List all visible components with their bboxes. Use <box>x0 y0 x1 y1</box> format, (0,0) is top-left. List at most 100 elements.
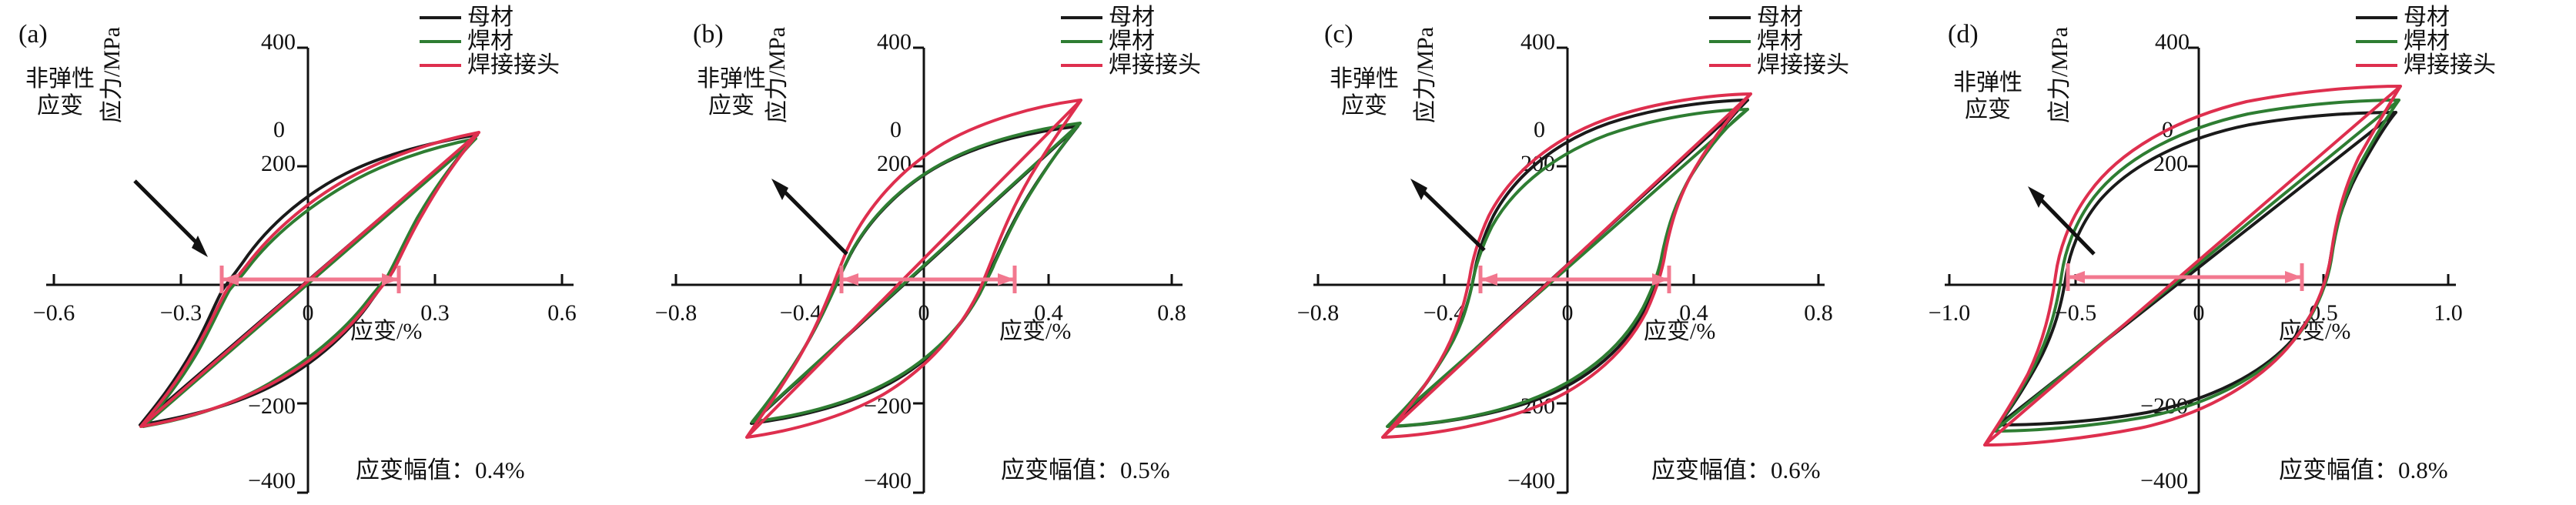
y-tick-label: −200 <box>864 393 912 419</box>
origin-label-b: 0 <box>890 117 902 142</box>
legend-swatch-line-icon <box>1709 16 1751 19</box>
legend-label: 母材 <box>467 5 514 30</box>
x-tick-label: −1.0 <box>1928 300 1971 326</box>
legend-swatch-line-icon <box>2356 64 2397 67</box>
amplitude-caption-c: 应变幅值：0.6% <box>1651 457 1821 483</box>
curve-weld-metal <box>751 122 1082 423</box>
legend-label: 焊接接头 <box>467 52 560 78</box>
legend-item-weld-metal: 焊材 <box>2356 30 2496 53</box>
panel-b: (b) 非弹性 应变 应力/MPa 应变/% 0 应变幅值：0.5% 母材 焊材… <box>616 0 1263 505</box>
curve-weld-metal <box>142 137 477 428</box>
panel-c: (c) 非弹性 应变 应力/MPa 应变/% 0 应变幅值：0.6% 母材 焊材… <box>1263 0 1917 505</box>
legend-swatch-line-icon <box>1061 64 1102 67</box>
x-tick-label: −0.3 <box>159 300 202 326</box>
legend-label: 焊材 <box>467 28 514 54</box>
annotation-inelastic-strain-a: 非弹性 应变 <box>25 66 95 119</box>
y-tick-label: 400 <box>877 29 912 55</box>
y-tick-label: −200 <box>2140 393 2188 419</box>
legend-item-weld-metal: 焊材 <box>1709 30 1849 53</box>
amplitude-caption-b: 应变幅值：0.5% <box>1001 457 1170 483</box>
arrow-head-left-icon <box>2068 271 2085 283</box>
amplitude-caption-a: 应变幅值：0.4% <box>356 457 525 483</box>
curve-welded-joint <box>1381 92 1752 439</box>
y-tick-label: 400 <box>2155 29 2190 55</box>
legend-swatch-line-icon <box>420 64 461 67</box>
annotation-arrow-line <box>133 179 203 249</box>
annotation-arrow-line <box>1415 183 1486 252</box>
x-axis-title-c: 应变/% <box>1644 319 1716 344</box>
origin-label-a: 0 <box>273 117 285 142</box>
curve-welded-joint <box>139 131 480 428</box>
annotation-inelastic-strain-c: 非弹性 应变 <box>1330 66 1399 119</box>
legend-label: 焊材 <box>1757 28 1803 54</box>
arrow-head-left-icon <box>222 273 239 286</box>
panel-a: (a) 非弹性 应变 应力/MPa 应变/% 0 应变幅值：0.4% 母材 焊材… <box>0 0 616 505</box>
legend-label: 焊接接头 <box>1109 52 1201 78</box>
panel-label-b: (b) <box>693 20 724 48</box>
legend-swatch-line-icon <box>2356 40 2397 43</box>
legend-label: 母材 <box>1757 5 1803 30</box>
annotation-arrow-line <box>776 183 848 256</box>
x-tick-label: −0.6 <box>32 300 75 326</box>
x-tick-label: 1.0 <box>2434 300 2463 326</box>
y-tick-label: −400 <box>2140 468 2188 493</box>
legend-swatch-line-icon <box>420 40 461 43</box>
legend-label: 母材 <box>1109 5 1155 30</box>
legend-item-welded-joint: 焊接接头 <box>1709 54 1849 77</box>
legend-item-base-metal: 母材 <box>420 6 560 29</box>
x-axis-title-a: 应变/% <box>350 319 423 344</box>
y-tick-label: 400 <box>261 29 296 55</box>
legend-swatch-line-icon <box>1061 40 1102 43</box>
legend-a: 母材 焊材 焊接接头 <box>420 6 560 77</box>
legend-label: 焊材 <box>2404 28 2450 54</box>
y-tick-label: 200 <box>261 151 296 176</box>
y-tick-label: 400 <box>1521 29 1555 55</box>
x-tick-label: −0.4 <box>779 300 822 326</box>
arrow-head-right-icon <box>998 273 1015 286</box>
origin-label-c: 0 <box>1534 117 1545 142</box>
x-tick-label: 0.4 <box>1679 300 1708 326</box>
x-axis-title-b: 应变/% <box>999 319 1072 344</box>
y-tick-label: −400 <box>248 468 296 493</box>
arrow-head-right-icon <box>382 273 399 286</box>
legend-item-base-metal: 母材 <box>2356 6 2496 29</box>
legend-swatch-line-icon <box>1061 16 1102 19</box>
legend-item-welded-joint: 焊接接头 <box>1061 54 1201 77</box>
legend-swatch-line-icon <box>420 16 461 19</box>
panel-label-d: (d) <box>1948 20 1979 48</box>
curve-welded-joint <box>745 99 1082 439</box>
annotation-arrow-head-icon <box>1410 179 1427 200</box>
y-tick-label: −400 <box>1507 468 1555 493</box>
plot-area-d <box>1945 46 2456 494</box>
annotation-inelastic-strain-d: 非弹性 应变 <box>1953 70 2022 123</box>
x-tick-label: 0.8 <box>1157 300 1186 326</box>
legend-item-welded-joint: 焊接接头 <box>420 54 560 77</box>
legend-b: 母材 焊材 焊接接头 <box>1061 6 1201 77</box>
legend-swatch-line-icon <box>1709 40 1751 43</box>
legend-item-weld-metal: 焊材 <box>420 30 560 53</box>
legend-swatch-line-icon <box>1709 64 1751 67</box>
arrow-head-left-icon <box>841 273 858 286</box>
panel-label-a: (a) <box>18 20 48 48</box>
plot-area-a <box>46 46 574 494</box>
x-tick-label: 0.4 <box>1034 300 1063 326</box>
curve-weld-metal <box>1992 99 2400 433</box>
x-tick-label: −0.8 <box>654 300 698 326</box>
legend-item-weld-metal: 焊材 <box>1061 30 1201 53</box>
curve-welded-joint <box>1983 85 2402 446</box>
arrow-head-right-icon <box>1652 273 1669 286</box>
x-tick-label: −0.8 <box>1296 300 1340 326</box>
x-tick-label: 0.3 <box>420 300 450 326</box>
y-tick-label: −400 <box>864 468 912 493</box>
legend-item-base-metal: 母材 <box>1061 6 1201 29</box>
legend-item-welded-joint: 焊接接头 <box>2356 54 2496 77</box>
legend-label: 焊接接头 <box>2404 52 2496 78</box>
annotation-arrow-line <box>2032 191 2096 256</box>
annotation-arrow-head-icon <box>771 179 788 200</box>
legend-label: 焊接接头 <box>1757 52 1849 78</box>
annotation-inelastic-strain-b: 非弹性 应变 <box>697 66 766 119</box>
plot-area-c <box>1313 46 1825 494</box>
legend-label: 母材 <box>2404 5 2450 30</box>
annotation-arrow-head-icon <box>2028 186 2045 208</box>
